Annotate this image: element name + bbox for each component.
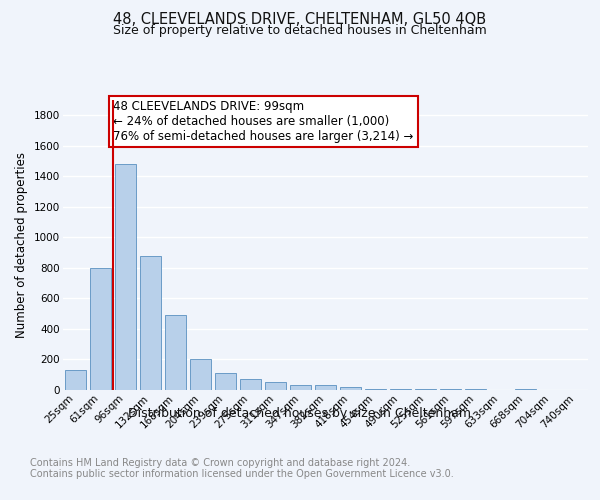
- Text: Contains HM Land Registry data © Crown copyright and database right 2024.
Contai: Contains HM Land Registry data © Crown c…: [30, 458, 454, 479]
- Text: 48, CLEEVELANDS DRIVE, CHELTENHAM, GL50 4QB: 48, CLEEVELANDS DRIVE, CHELTENHAM, GL50 …: [113, 12, 487, 28]
- Bar: [140, 256, 161, 390]
- Bar: [465, 389, 486, 390]
- Bar: [365, 389, 386, 390]
- Bar: [240, 380, 261, 390]
- Bar: [340, 387, 361, 390]
- Text: 48 CLEEVELANDS DRIVE: 99sqm
← 24% of detached houses are smaller (1,000)
76% of : 48 CLEEVELANDS DRIVE: 99sqm ← 24% of det…: [113, 100, 413, 143]
- Bar: [315, 386, 336, 390]
- Bar: [390, 389, 411, 390]
- Y-axis label: Number of detached properties: Number of detached properties: [16, 152, 28, 338]
- Bar: [115, 164, 136, 390]
- Bar: [265, 382, 286, 390]
- Bar: [290, 384, 311, 390]
- Bar: [415, 389, 436, 390]
- Bar: [165, 315, 186, 390]
- Bar: [190, 360, 211, 390]
- Bar: [90, 268, 111, 390]
- Bar: [215, 373, 236, 390]
- Text: Distribution of detached houses by size in Cheltenham: Distribution of detached houses by size …: [128, 408, 472, 420]
- Bar: [65, 370, 86, 390]
- Bar: [515, 389, 536, 390]
- Text: Size of property relative to detached houses in Cheltenham: Size of property relative to detached ho…: [113, 24, 487, 37]
- Bar: [440, 389, 461, 390]
